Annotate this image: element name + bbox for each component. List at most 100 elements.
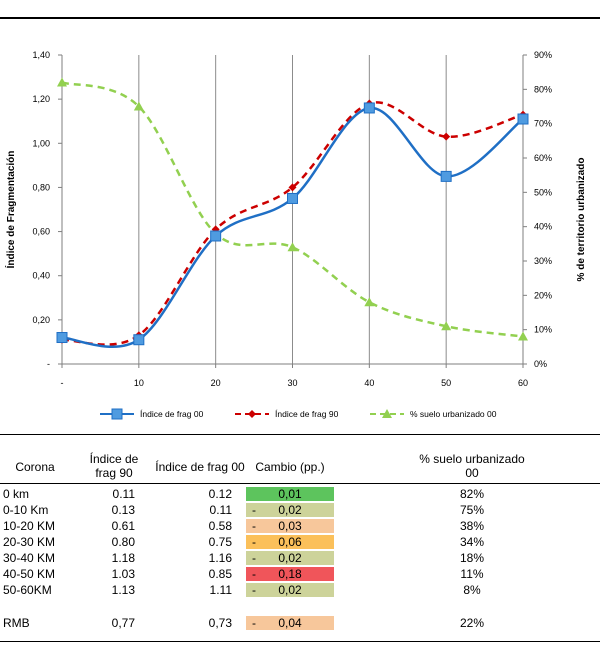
table-row-corona: 0-10 Km <box>3 503 49 517</box>
summary-row-frag00: 0,73 <box>208 616 232 630</box>
summary-row-corona: RMB <box>3 616 30 630</box>
left-tick-label: 0,20 <box>32 315 50 325</box>
table-row-frag00: 1.11 <box>209 583 232 597</box>
table-row-suelo: 38% <box>459 519 485 533</box>
data-point <box>57 77 67 87</box>
x-tick-label: 50 <box>441 378 451 388</box>
right-tick-label: 20% <box>534 290 552 300</box>
legend-label: Índice de frag 90 <box>275 409 339 419</box>
cambio-value: 0,06 <box>278 535 302 549</box>
cambio-value: 0,01 <box>278 487 302 501</box>
legend-label: % suelo urbanizado 00 <box>410 409 497 419</box>
cambio-sign: - <box>252 535 256 549</box>
header-cambio: Cambio (pp.) <box>255 460 325 474</box>
table-row-frag00: 1.16 <box>208 551 232 565</box>
table-row-frag90: 0.80 <box>111 535 135 549</box>
left-tick-label: 0,60 <box>32 227 50 237</box>
cambio-sign: - <box>252 519 256 533</box>
table-row-frag90: 1.13 <box>111 583 135 597</box>
table-row-suelo: 18% <box>459 551 485 565</box>
header-suelo: % suelo urbanizado 00 <box>419 452 525 480</box>
table-row-corona: 50-60KM <box>3 583 52 597</box>
table-row-suelo: 8% <box>463 583 481 597</box>
right-tick-label: 10% <box>534 325 552 335</box>
table-row-suelo: 11% <box>460 567 484 581</box>
table-row-frag90: 1.18 <box>111 551 135 565</box>
left-axis-title: Índice de Fragmentación <box>4 151 17 269</box>
data-point <box>287 242 298 252</box>
data-point <box>364 297 375 307</box>
legend-marker <box>111 408 123 420</box>
data-point <box>133 334 145 346</box>
table-row-cambio: - 0,06 <box>246 535 334 549</box>
header-frag00: Índice de frag 00 <box>155 460 245 474</box>
cambio-sign: - <box>252 583 256 597</box>
right-tick-label: 70% <box>534 119 552 129</box>
cambio-value: 0,02 <box>278 551 302 565</box>
x-tick-label: 30 <box>287 378 297 388</box>
cambio-value: 0,02 <box>278 583 302 597</box>
summary-row-suelo: 22% <box>459 616 485 630</box>
right-tick-label: 30% <box>534 256 552 266</box>
cambio-sign: - <box>252 551 256 565</box>
left-tick-label: 0,80 <box>32 182 50 192</box>
cambio-sign: - <box>252 616 256 630</box>
table-row-frag00: 0.85 <box>208 567 232 581</box>
left-tick-label: - <box>47 359 50 369</box>
data-point <box>442 132 451 141</box>
data-point <box>210 230 222 242</box>
right-tick-label: 0% <box>534 359 547 369</box>
right-tick-label: 90% <box>534 50 552 60</box>
cambio-value: 0,18 <box>278 567 302 581</box>
data-point <box>287 192 298 204</box>
table-row-frag00: 0.75 <box>208 535 232 549</box>
table-row-frag90: 0.11 <box>112 487 135 501</box>
cambio-value: 0,02 <box>278 503 302 517</box>
data-point <box>133 101 144 111</box>
separator-rule <box>0 434 600 435</box>
table-row-cambio: - 0,02 <box>246 583 334 597</box>
data-point <box>288 183 297 192</box>
table-row-suelo: 75% <box>459 503 485 517</box>
table-row-cambio: - 0,02 <box>246 551 334 565</box>
x-tick-label: 40 <box>364 378 374 388</box>
table-row-frag90: 0.13 <box>111 503 135 517</box>
left-tick-label: 0,40 <box>32 271 50 281</box>
right-tick-label: 40% <box>534 222 552 232</box>
top-rule <box>0 17 600 19</box>
data-point <box>363 102 375 114</box>
data-point <box>441 321 452 331</box>
right-tick-label: 80% <box>534 84 552 94</box>
table-row-cambio: 0,01 <box>246 487 334 501</box>
x-tick-label: - <box>61 378 64 388</box>
x-tick-label: 10 <box>134 378 144 388</box>
x-tick-label: 20 <box>211 378 221 388</box>
summary-row-cambio: - 0,04 <box>246 616 334 630</box>
left-tick-label: 1,40 <box>32 50 50 60</box>
cambio-sign: - <box>252 567 256 581</box>
right-tick-label: 50% <box>534 187 552 197</box>
cambio-value: 0,03 <box>278 519 302 533</box>
table-row-frag90: 1.03 <box>111 567 135 581</box>
table-row-suelo: 82% <box>459 487 485 501</box>
header-corona: Corona <box>15 460 55 474</box>
header-rule <box>0 483 600 484</box>
cambio-sign: - <box>252 503 256 517</box>
table-row-corona: 10-20 KM <box>3 519 56 533</box>
data-point <box>56 332 68 344</box>
right-axis-title: % de territorio urbanizado <box>576 158 587 282</box>
legend-marker <box>248 410 256 418</box>
x-tick-label: 60 <box>518 378 528 388</box>
summary-row-frag90: 0,77 <box>111 616 135 630</box>
left-tick-label: 1,20 <box>32 94 50 104</box>
cambio-value: 0,04 <box>278 616 302 630</box>
table-row-suelo: 34% <box>459 535 485 549</box>
data-point <box>518 331 528 341</box>
series-line-3 <box>61 81 524 338</box>
table-row-corona: 30-40 KM <box>3 551 56 565</box>
table-row-corona: 0 km <box>3 487 30 501</box>
legend-label: Índice de frag 00 <box>140 409 204 419</box>
left-tick-label: 1,00 <box>32 138 50 148</box>
table-row-frag00: 0.58 <box>208 519 232 533</box>
table-row-cambio: - 0,02 <box>246 503 334 517</box>
